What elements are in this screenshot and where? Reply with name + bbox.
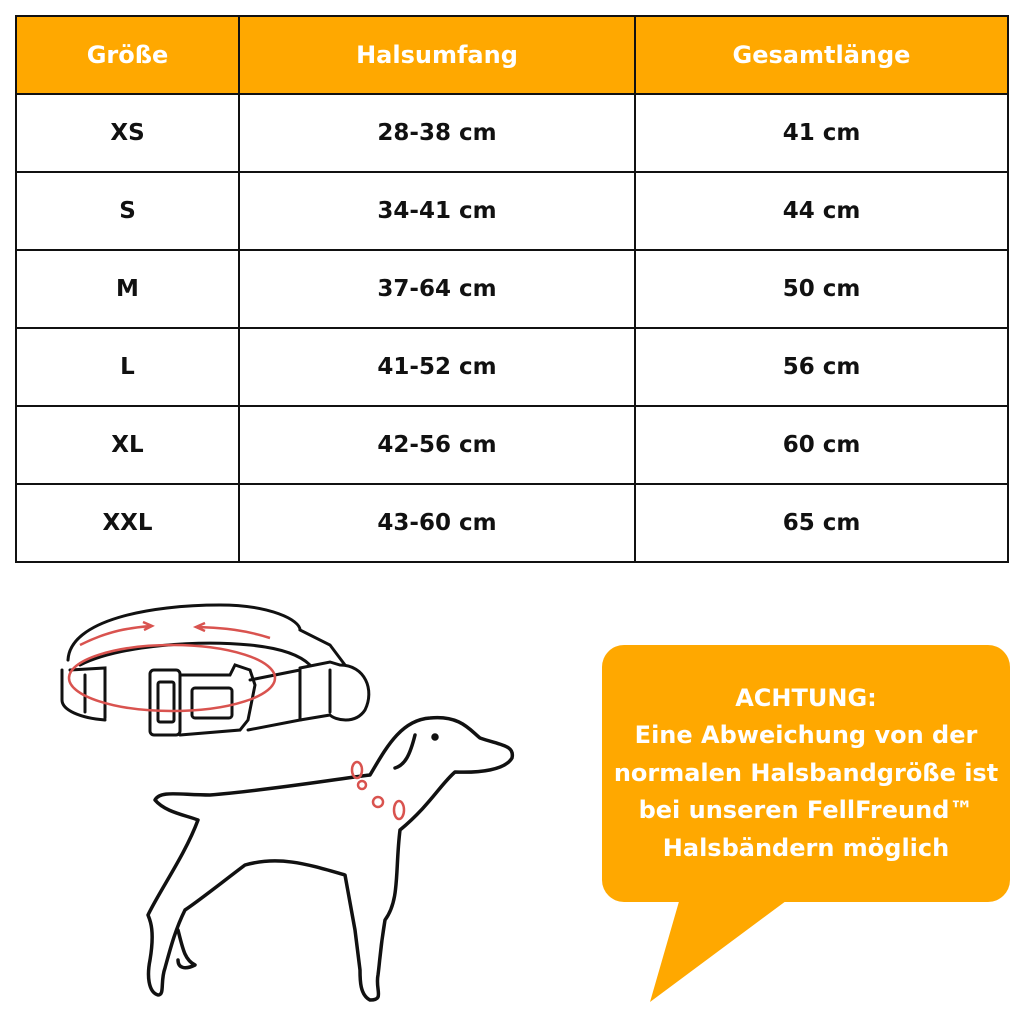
table-row: XL 42-56 cm 60 cm <box>15 405 1009 485</box>
table-header-row: Größe Halsumfang Gesamtlänge <box>15 15 1009 95</box>
notice-speech-bubble: ACHTUNG: Eine Abweichung von der normale… <box>602 645 1010 902</box>
cell-size: XL <box>15 405 240 485</box>
notice-line: Halsbändern möglich <box>662 833 950 862</box>
cell-neck-circumference: 37-64 cm <box>238 249 636 329</box>
cell-total-length: 44 cm <box>634 171 1009 251</box>
cell-neck-circumference: 41-52 cm <box>238 327 636 407</box>
cell-neck-circumference: 43-60 cm <box>238 483 636 563</box>
header-size: Größe <box>15 15 240 95</box>
cell-size: M <box>15 249 240 329</box>
cell-total-length: 56 cm <box>634 327 1009 407</box>
size-chart-table: Größe Halsumfang Gesamtlänge XS 28-38 cm 4… <box>15 15 1009 563</box>
header-neck-circumference: Halsumfang <box>238 15 636 95</box>
cell-neck-circumference: 42-56 cm <box>238 405 636 485</box>
notice-title: ACHTUNG: <box>735 683 877 712</box>
cell-size: XXL <box>15 483 240 563</box>
collar-measure-arrows <box>67 620 277 713</box>
cell-size: XS <box>15 93 240 173</box>
cell-total-length: 50 cm <box>634 249 1009 329</box>
cell-total-length: 65 cm <box>634 483 1009 563</box>
notice-line: bei unseren FellFreund™ <box>638 796 974 825</box>
cell-size: S <box>15 171 240 251</box>
dog-neck-measure <box>350 760 406 821</box>
cell-neck-circumference: 28-38 cm <box>238 93 636 173</box>
cell-total-length: 41 cm <box>634 93 1009 173</box>
illustration <box>60 603 515 1002</box>
table-row: XXL 43-60 cm 65 cm <box>15 483 1009 563</box>
cell-size: L <box>15 327 240 407</box>
notice-line: Eine Abweichung von der <box>634 721 978 750</box>
cell-total-length: 60 cm <box>634 405 1009 485</box>
table-row: XS 28-38 cm 41 cm <box>15 93 1009 173</box>
table-row: L 41-52 cm 56 cm <box>15 327 1009 407</box>
cell-neck-circumference: 34-41 cm <box>238 171 636 251</box>
header-total-length: Gesamtlänge <box>634 15 1009 95</box>
table-row: S 34-41 cm 44 cm <box>15 171 1009 251</box>
dog-illustration <box>146 715 515 1002</box>
notice-line: normalen Halsbandgröße ist <box>613 758 999 787</box>
table-row: M 37-64 cm 50 cm <box>15 249 1009 329</box>
